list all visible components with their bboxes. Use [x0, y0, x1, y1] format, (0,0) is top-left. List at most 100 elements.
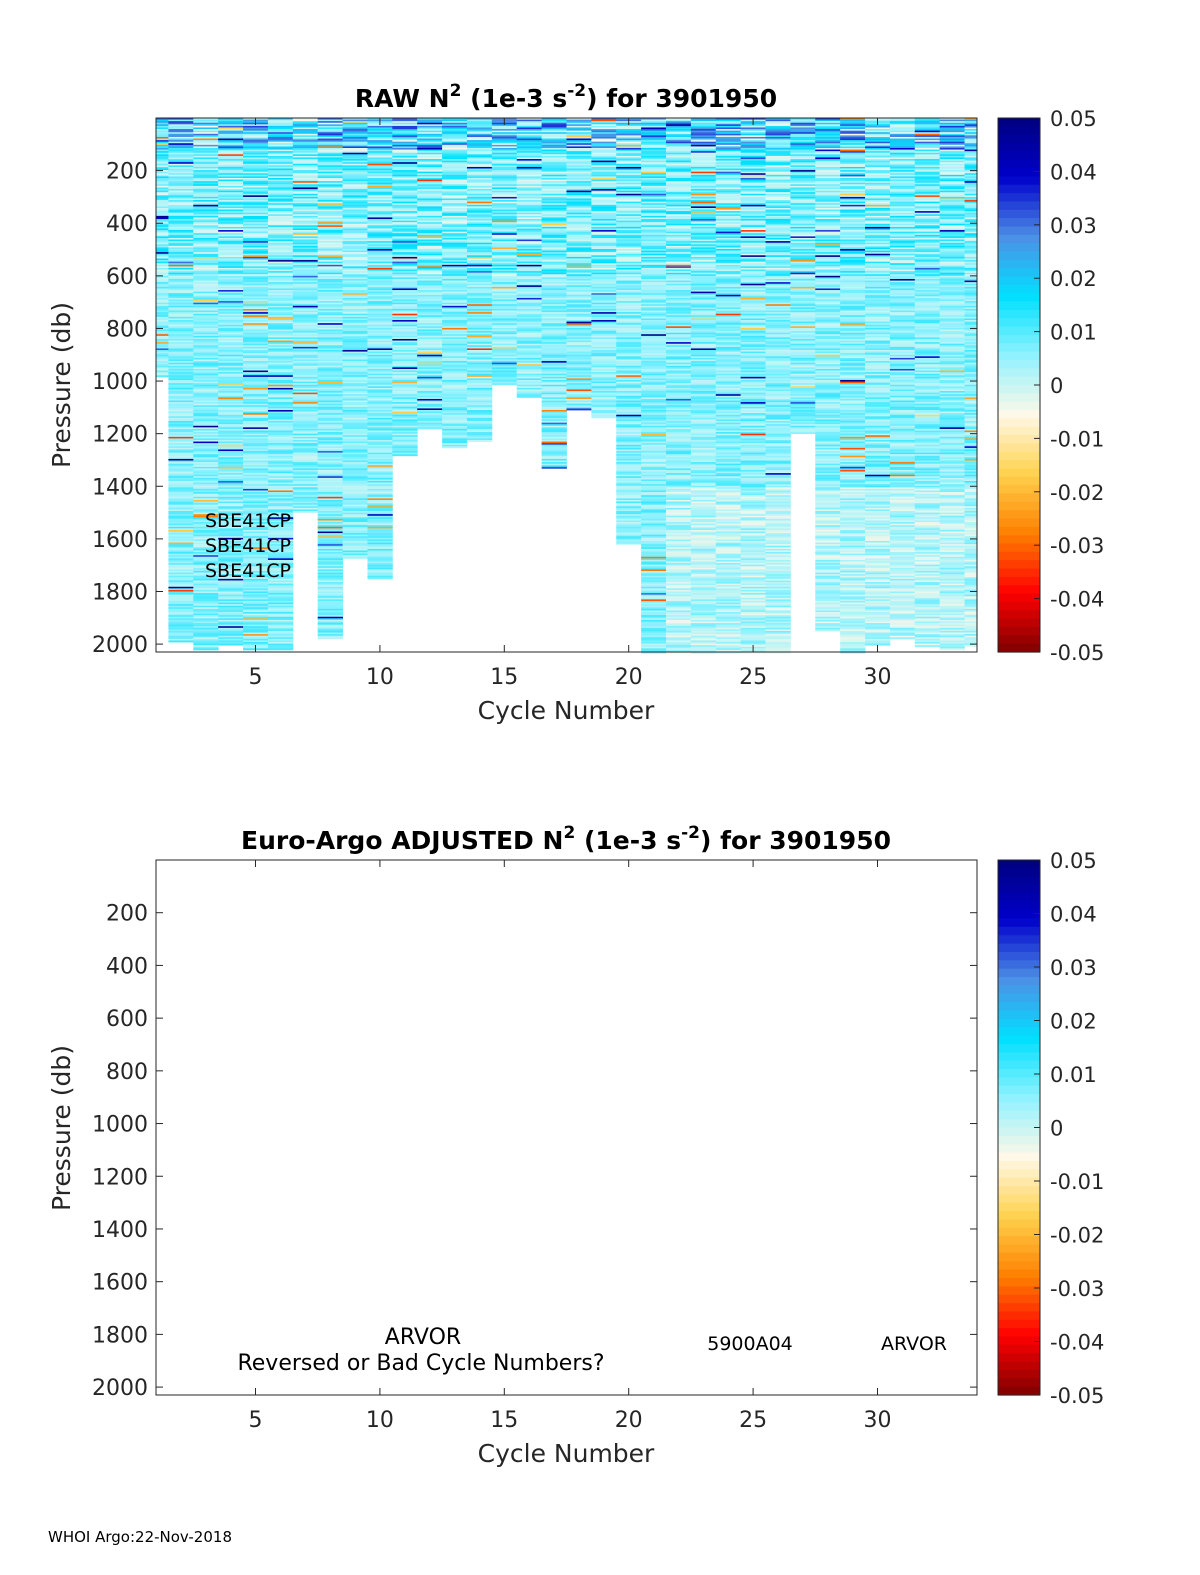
raw-heatmap-cell — [292, 245, 319, 248]
raw-heatmap-cell — [317, 405, 343, 408]
raw-heatmap-cell — [541, 331, 567, 334]
raw-heatmap-cell — [292, 449, 319, 452]
raw-heatmap-cell — [218, 350, 244, 352]
raw-heatmap-cell — [466, 252, 493, 255]
raw-heatmap-cell — [193, 462, 219, 465]
raw-heatmap-cell — [267, 353, 294, 356]
raw-heatmap-cell — [616, 141, 642, 144]
raw-heatmap-cell — [591, 346, 617, 349]
raw-heatmap-cell — [218, 481, 244, 483]
raw-heatmap-cell — [591, 304, 617, 307]
raw-heatmap-cell — [442, 242, 468, 245]
raw-heatmap-cell — [516, 312, 543, 315]
raw-heatmap-cell — [491, 299, 518, 302]
raw-heatmap-cell — [367, 201, 393, 204]
raw-heatmap-cell — [193, 643, 219, 646]
raw-heatmap-cell — [466, 435, 493, 438]
raw-heatmap-cell — [193, 350, 219, 352]
raw-heatmap-cell — [591, 395, 617, 398]
raw-heatmap-cell — [193, 140, 219, 143]
raw-heatmap-cell — [342, 525, 368, 528]
raw-heatmap-cell — [193, 496, 219, 499]
raw-heatmap-cell — [156, 345, 169, 348]
raw-heatmap-cell — [417, 226, 443, 229]
raw-heatmap-cell — [193, 361, 219, 364]
raw-heatmap-cell — [417, 215, 443, 218]
raw-heatmap-cell — [193, 329, 219, 332]
raw-heatmap-cell — [317, 200, 343, 203]
raw-heatmap-cell — [267, 548, 294, 551]
raw-heatmap-cell — [392, 198, 418, 201]
raw-heatmap-cell — [566, 274, 592, 277]
raw-heatmap-cell — [516, 350, 543, 352]
raw-heatmap-cell — [317, 252, 343, 255]
raw-heatmap-cell — [491, 288, 518, 291]
raw-heatmap-cell — [243, 354, 269, 357]
raw-heatmap-cell — [541, 351, 567, 354]
raw-heatmap-cell — [193, 559, 219, 562]
raw-heatmap-cell — [267, 321, 294, 324]
raw-heatmap-cell — [417, 189, 443, 192]
raw-heatmap-cell — [466, 428, 493, 431]
raw-heatmap-cell — [193, 398, 219, 401]
raw-heatmap-cell — [541, 228, 567, 231]
raw-heatmap-cell — [466, 228, 493, 231]
raw-heatmap-cell — [342, 391, 368, 394]
raw-heatmap-cell — [367, 444, 393, 447]
raw-heatmap-cell — [566, 293, 592, 296]
raw-heatmap-cell — [267, 398, 294, 401]
raw-heatmap-cell — [218, 242, 244, 245]
raw-heatmap-cell — [541, 144, 567, 147]
raw-heatmap-cell — [218, 266, 244, 269]
raw-heatmap-cell — [491, 320, 518, 323]
raw-heatmap-cell — [193, 629, 219, 632]
raw-heatmap-cell — [267, 473, 294, 476]
raw-heatmap-cell — [367, 509, 393, 512]
raw-heatmap-cell — [616, 170, 642, 173]
raw-heatmap-cell — [466, 269, 493, 272]
raw-heatmap-cell — [541, 269, 567, 272]
raw-heatmap-cell — [317, 544, 343, 547]
raw-heatmap-cell — [218, 642, 244, 644]
raw-heatmap-cell — [342, 529, 368, 532]
raw-heatmap-cell — [193, 326, 219, 329]
raw-heatmap-cell — [317, 564, 343, 567]
raw-heatmap-cell — [156, 354, 169, 357]
raw-heatmap-cell — [392, 275, 418, 278]
raw-heatmap-cell — [168, 623, 194, 626]
raw-heatmap-cell — [616, 151, 642, 154]
raw-heatmap-cell — [616, 308, 642, 311]
raw-heatmap-cell — [591, 386, 617, 389]
raw-heatmap-cell — [317, 479, 343, 482]
raw-heatmap-cell — [442, 163, 468, 166]
raw-heatmap-cell — [317, 629, 343, 632]
raw-heatmap-cell — [317, 121, 343, 124]
raw-heatmap-cell — [218, 435, 244, 438]
raw-heatmap-cell — [218, 496, 244, 499]
raw-heatmap-cell — [193, 331, 219, 334]
raw-heatmap-cell — [541, 283, 567, 286]
raw-heatmap-cell — [218, 512, 244, 515]
raw-heatmap-cell — [342, 176, 368, 179]
raw-heatmap-cell — [566, 365, 592, 368]
raw-heatmap-cell — [243, 220, 269, 223]
raw-heatmap-cell — [292, 204, 319, 207]
raw-heatmap-cell — [442, 316, 468, 319]
raw-heatmap-cell — [156, 151, 169, 154]
raw-heatmap-cell — [367, 384, 393, 387]
raw-heatmap-cell — [541, 312, 567, 315]
raw-heatmap-cell — [156, 296, 169, 299]
raw-heatmap-cell — [342, 321, 368, 324]
raw-heatmap-cell — [168, 291, 194, 294]
raw-heatmap-cell — [156, 266, 169, 269]
raw-heatmap-cell — [566, 277, 592, 280]
raw-heatmap-cell — [591, 166, 617, 169]
raw-heatmap-cell — [267, 544, 294, 547]
raw-heatmap-cell — [442, 398, 468, 401]
raw-heatmap-cell — [342, 140, 368, 143]
raw-heatmap-cell — [168, 376, 194, 379]
raw-heatmap-cell — [292, 121, 319, 124]
raw-heatmap-cell — [292, 209, 319, 212]
raw-heatmap-cell — [267, 256, 294, 259]
raw-heatmap-cell — [168, 391, 194, 394]
